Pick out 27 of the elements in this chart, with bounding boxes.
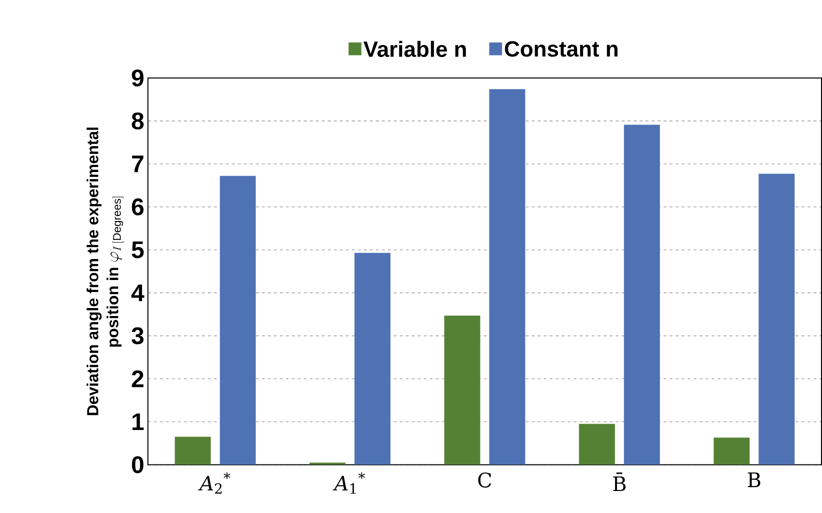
y-tick-label: 3 (132, 327, 144, 344)
legend-label: Variable n (364, 41, 466, 58)
x-tick-label: B (748, 472, 760, 488)
x-tick-label: A$_{1}$* (332, 472, 365, 494)
y-tick-label: 4 (131, 284, 144, 302)
y-tick-label: 2 (132, 370, 144, 388)
bar (624, 124, 660, 465)
bar (444, 316, 480, 465)
y-tick-label: 8 (132, 112, 144, 130)
legend-label: Constant n (504, 41, 618, 57)
bar (354, 253, 390, 465)
x-tick-label: A$_{2}$* (198, 472, 230, 494)
y-tick-label: 9 (132, 70, 144, 87)
bar (174, 436, 211, 465)
x-tick-label: C (478, 472, 492, 488)
y-axis-title: $\begin{array}{c}\textbf{Deviation angle from the experimental}\\ \textbf{position in } \varphi_{I\,[\mathrm{Degrees}]}\end{array}$ (86, 128, 124, 416)
y-tick-label: 5 (132, 242, 144, 258)
bar (489, 89, 526, 465)
y-tick-label: 0 (132, 456, 144, 474)
x-tick-label: B̄ (613, 472, 626, 492)
bar (220, 176, 256, 465)
y-tick-label: 1 (132, 414, 144, 430)
bar (578, 424, 615, 465)
bar (758, 174, 795, 465)
y-tick-label: 6 (132, 198, 144, 216)
y-tick-label: 7 (132, 156, 144, 172)
bar (714, 438, 750, 465)
